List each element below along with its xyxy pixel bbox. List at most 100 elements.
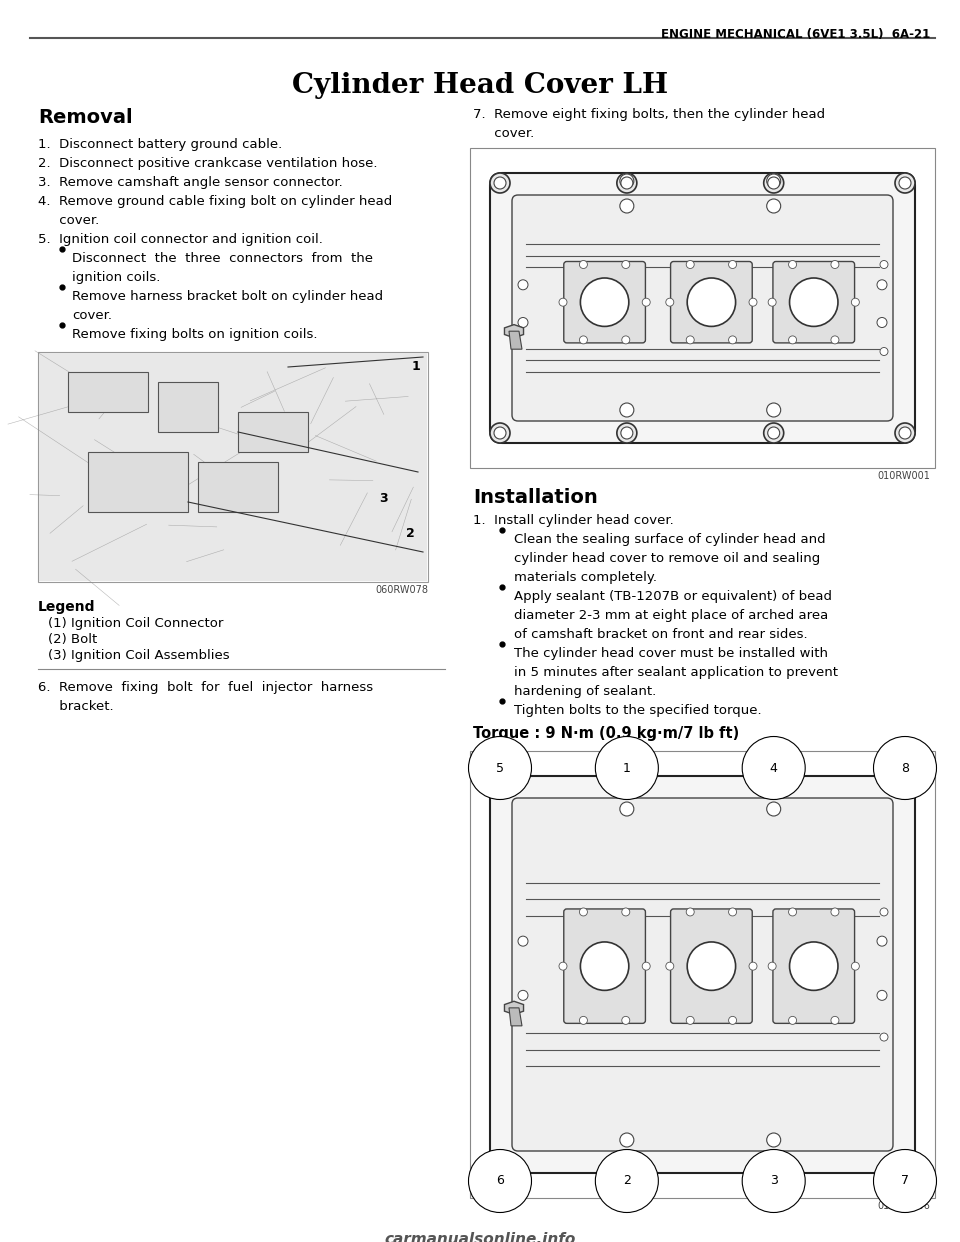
Circle shape [686, 1016, 694, 1025]
Circle shape [621, 1158, 633, 1169]
Circle shape [518, 936, 528, 946]
Circle shape [788, 908, 797, 915]
Circle shape [494, 1158, 506, 1169]
Text: 1.  Disconnect battery ground cable.: 1. Disconnect battery ground cable. [38, 138, 282, 152]
Circle shape [764, 1153, 783, 1172]
Circle shape [617, 776, 636, 796]
Text: Cylinder Head Cover LH: Cylinder Head Cover LH [292, 72, 668, 99]
Circle shape [687, 278, 735, 327]
Circle shape [831, 908, 839, 915]
Circle shape [490, 173, 510, 193]
Circle shape [581, 941, 629, 990]
Circle shape [581, 278, 629, 327]
Circle shape [666, 963, 674, 970]
Text: 3: 3 [770, 1175, 778, 1187]
Text: materials completely.: materials completely. [514, 571, 657, 584]
Circle shape [768, 427, 780, 438]
Text: 5.  Ignition coil connector and ignition coil.: 5. Ignition coil connector and ignition … [38, 233, 323, 246]
Circle shape [642, 963, 650, 970]
Circle shape [880, 908, 888, 915]
Circle shape [580, 335, 588, 344]
Text: 1.  Install cylinder head cover.: 1. Install cylinder head cover. [473, 514, 674, 527]
Circle shape [666, 298, 674, 307]
Circle shape [622, 335, 630, 344]
Circle shape [788, 1016, 797, 1025]
Circle shape [622, 1016, 630, 1025]
Text: 7.  Remove eight fixing bolts, then the cylinder head: 7. Remove eight fixing bolts, then the c… [473, 108, 826, 120]
FancyBboxPatch shape [564, 909, 645, 1023]
Circle shape [899, 427, 911, 438]
Circle shape [518, 279, 528, 289]
Circle shape [768, 963, 776, 970]
Circle shape [852, 963, 859, 970]
Text: cover.: cover. [38, 214, 99, 227]
Text: 4.  Remove ground cable fixing bolt on cylinder head: 4. Remove ground cable fixing bolt on cy… [38, 195, 393, 207]
Text: hardening of sealant.: hardening of sealant. [514, 686, 657, 698]
Text: 3: 3 [378, 492, 387, 505]
Bar [68, 373, 148, 412]
Circle shape [877, 936, 887, 946]
Bar [39, 353, 427, 581]
Circle shape [686, 261, 694, 268]
Bar [470, 148, 935, 468]
Text: (3) Ignition Coil Assemblies: (3) Ignition Coil Assemblies [48, 650, 229, 662]
Polygon shape [509, 1007, 522, 1026]
Circle shape [749, 298, 757, 307]
Circle shape [764, 776, 783, 796]
Text: Apply sealant (TB-1207B or equivalent) of bead: Apply sealant (TB-1207B or equivalent) o… [514, 590, 832, 604]
Text: 4: 4 [770, 761, 778, 775]
Text: Remove harness bracket bolt on cylinder head: Remove harness bracket bolt on cylinder … [72, 289, 383, 303]
Text: cover.: cover. [473, 127, 535, 140]
Text: carmanualsonline.info: carmanualsonline.info [384, 1232, 576, 1242]
Circle shape [617, 424, 636, 443]
Circle shape [749, 963, 757, 970]
Circle shape [580, 261, 588, 268]
Circle shape [729, 261, 736, 268]
Bar [198, 462, 278, 512]
Circle shape [877, 318, 887, 328]
Text: Torque : 9 N·m (0.9 kg·m/7 lb ft): Torque : 9 N·m (0.9 kg·m/7 lb ft) [473, 727, 739, 741]
Circle shape [831, 1016, 839, 1025]
Text: cylinder head cover to remove oil and sealing: cylinder head cover to remove oil and se… [514, 551, 820, 565]
Circle shape [880, 1033, 888, 1041]
Circle shape [621, 178, 633, 189]
Polygon shape [504, 324, 523, 338]
Text: ENGINE MECHANICAL (6VE1 3.5L)  6A-21: ENGINE MECHANICAL (6VE1 3.5L) 6A-21 [660, 29, 930, 41]
Circle shape [852, 298, 859, 307]
Bar [480, 163, 925, 453]
Circle shape [767, 802, 780, 816]
Text: cover.: cover. [72, 309, 112, 322]
Circle shape [767, 199, 780, 212]
Text: Disconnect  the  three  connectors  from  the: Disconnect the three connectors from the [72, 252, 373, 265]
Text: 010RW001: 010RW001 [877, 471, 930, 481]
FancyBboxPatch shape [512, 799, 893, 1151]
Circle shape [490, 1153, 510, 1172]
Circle shape [895, 424, 915, 443]
Circle shape [686, 335, 694, 344]
Text: bracket.: bracket. [38, 700, 113, 713]
Text: 1: 1 [623, 761, 631, 775]
Circle shape [880, 261, 888, 268]
Circle shape [764, 173, 783, 193]
Circle shape [895, 173, 915, 193]
Text: 7: 7 [901, 1175, 909, 1187]
Circle shape [518, 990, 528, 1000]
FancyBboxPatch shape [773, 909, 854, 1023]
Circle shape [788, 261, 797, 268]
Circle shape [895, 1153, 915, 1172]
Circle shape [768, 178, 780, 189]
Circle shape [622, 261, 630, 268]
Text: Removal: Removal [38, 108, 132, 127]
Circle shape [559, 298, 567, 307]
Circle shape [620, 174, 634, 188]
Bar [38, 351, 428, 582]
Circle shape [789, 941, 838, 990]
Text: 010RW006: 010RW006 [877, 1201, 930, 1211]
Circle shape [620, 777, 634, 791]
Text: 1: 1 [412, 360, 420, 373]
Text: 2: 2 [623, 1175, 631, 1187]
Text: Installation: Installation [473, 488, 598, 507]
Circle shape [788, 335, 797, 344]
Circle shape [768, 298, 776, 307]
FancyBboxPatch shape [671, 262, 753, 343]
